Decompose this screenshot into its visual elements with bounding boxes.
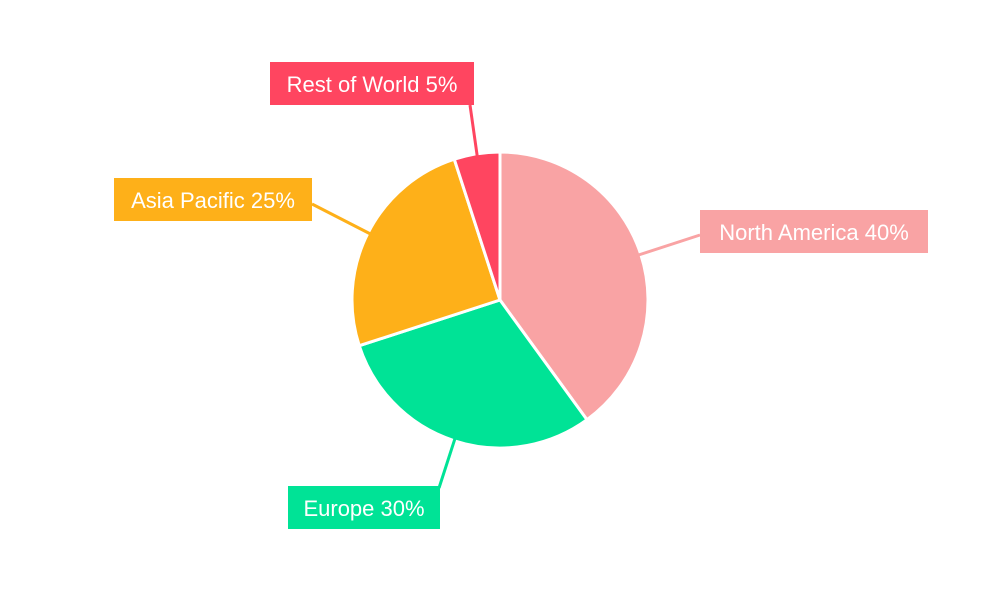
label-box-europe (288, 486, 440, 529)
leader-line-asia-pacific (311, 202, 373, 236)
data-label-north-america: North America 40% (719, 220, 909, 245)
leader-line-rest-of-world (468, 104, 479, 158)
leader-line-europe (437, 436, 457, 489)
label-box-north-america (700, 210, 928, 253)
data-label-europe: Europe 30% (303, 496, 424, 521)
leader-line-north-america (636, 233, 701, 257)
data-label-asia-pacific: Asia Pacific 25% (131, 188, 295, 213)
label-box-rest-of-world (270, 62, 474, 105)
data-label-rest-of-world: Rest of World 5% (287, 72, 458, 97)
label-box-asia-pacific (114, 178, 312, 221)
